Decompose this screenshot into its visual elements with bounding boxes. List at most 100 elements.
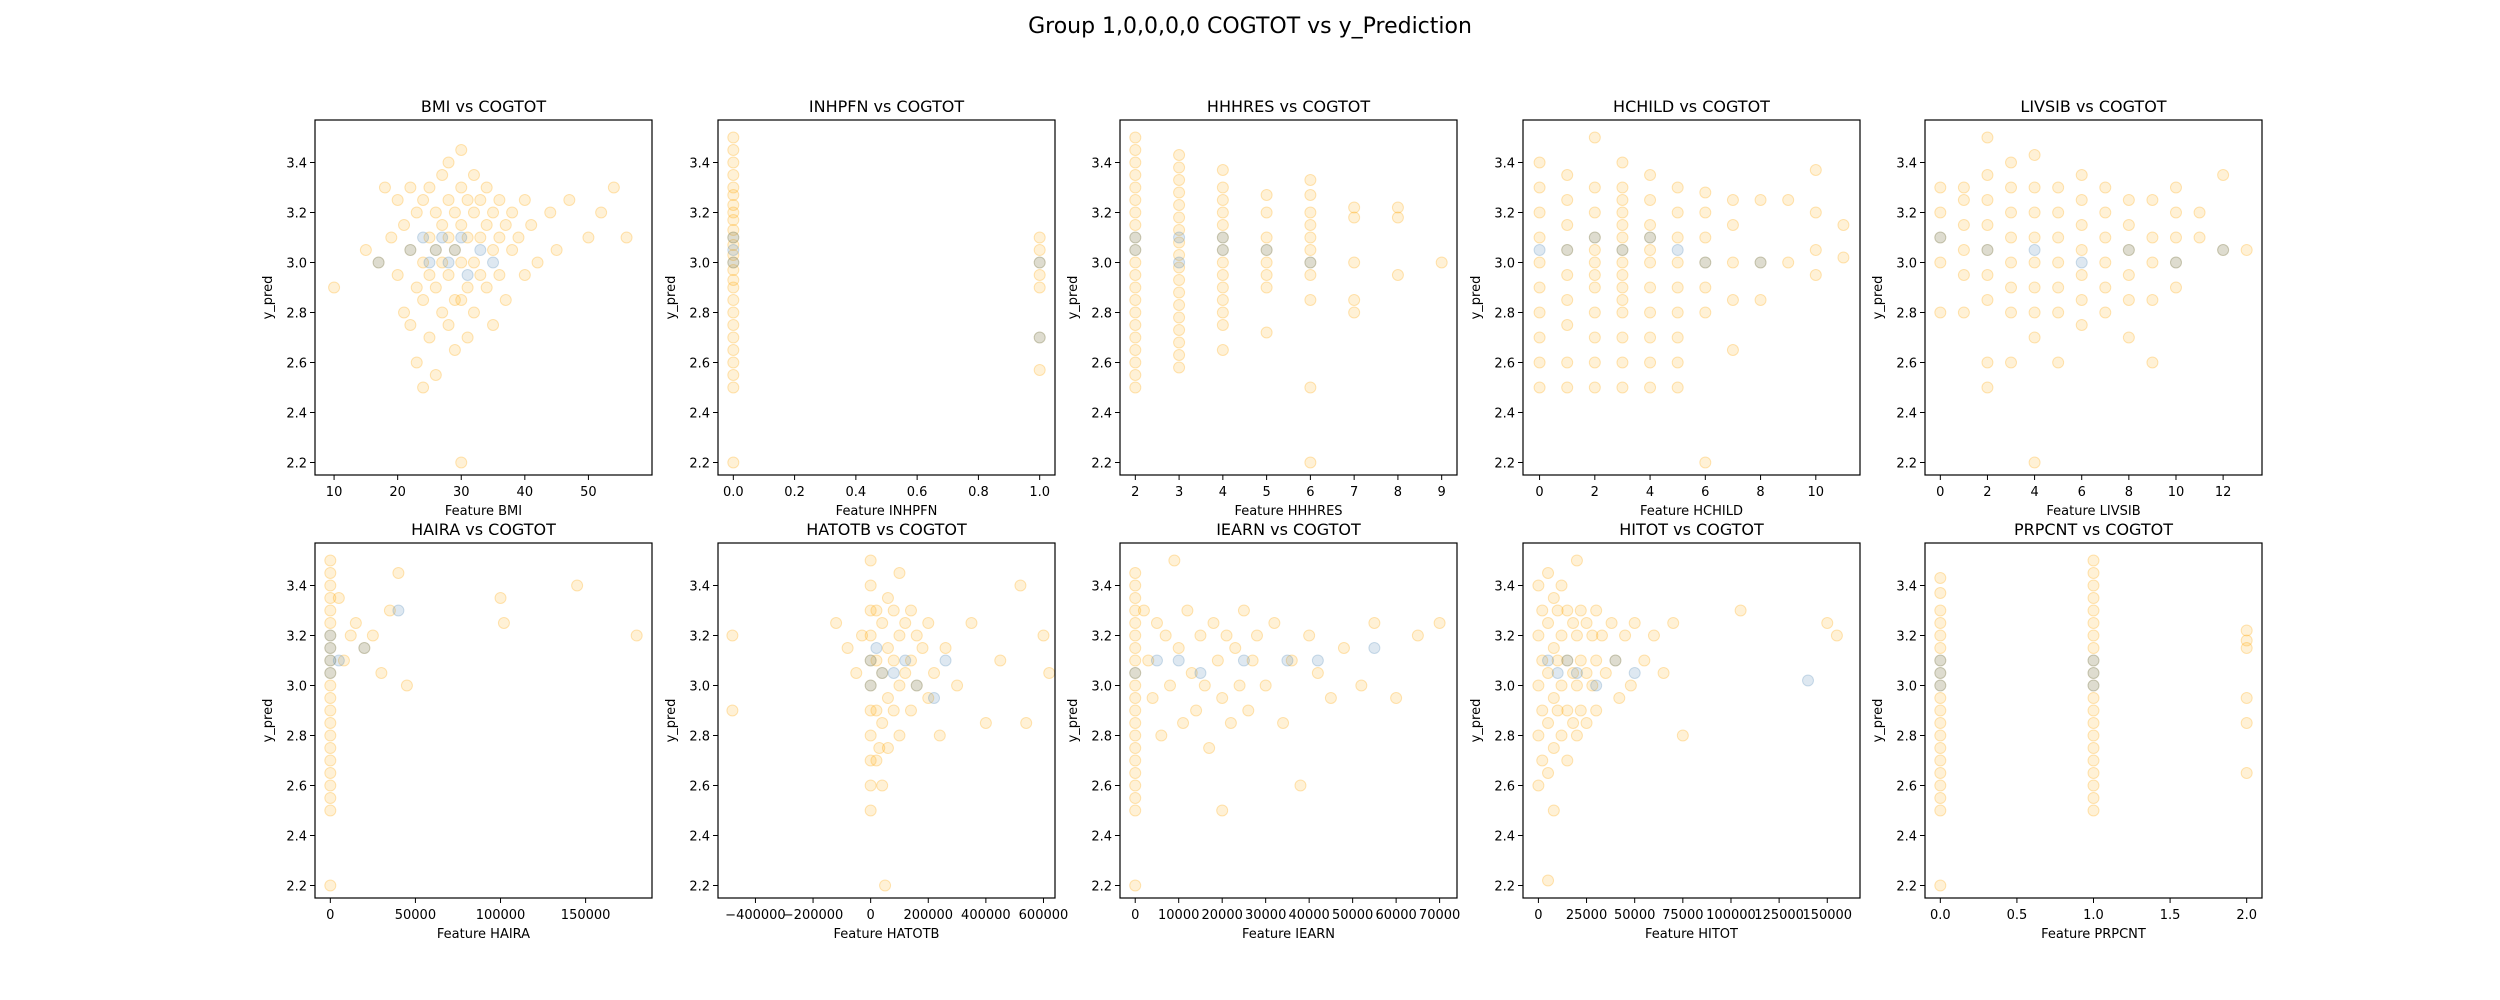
data-point [1129,617,1142,629]
data-point [607,181,620,194]
data-point [410,206,423,219]
data-point [2169,181,2182,194]
data-point [2028,331,2041,344]
data-point [2052,281,2065,294]
y-tick-label: 2.2 [286,880,307,895]
data-point-overlap [1281,654,1294,667]
y-axis-label: y_pred [1469,276,1484,320]
data-point [1551,704,1564,717]
data-point [531,256,544,269]
x-tick-label: 70000 [1419,908,1460,923]
data-point [1224,717,1237,729]
x-tick-label: −200000 [783,908,844,923]
plot-frame [1522,119,1861,476]
data-point [550,244,563,256]
data-point-overlap [1551,667,1564,679]
data-point [1129,219,1142,231]
data-point [1129,169,1142,181]
data-point [480,181,493,194]
data-point [2075,219,2088,231]
data-point [2028,281,2041,294]
data-point [727,206,740,219]
data-point [2146,294,2159,306]
data-point [910,629,923,642]
data-point [1260,269,1273,281]
data-point-overlap [1172,654,1185,667]
y-tick-label: 2.4 [286,407,307,422]
data-point [417,194,430,206]
data-point [1644,194,1657,206]
data-point [1173,274,1186,286]
data-point [2169,256,2182,269]
data-point [1551,604,1564,617]
data-point [904,654,917,667]
plot-frame [314,119,653,476]
data-point [2075,169,2088,181]
data-point [1609,654,1622,667]
y-tick-label: 3.0 [1091,680,1112,695]
data-point [1981,244,1994,256]
data-point [1671,206,1684,219]
data-point [1574,654,1587,667]
data-point-overlap [1802,674,1815,687]
data-point [2087,654,2100,667]
data-point [994,654,1007,667]
x-tick-label: 150000 [561,908,611,923]
data-point [442,156,455,169]
data-point [2087,704,2100,717]
y-tick-label: 2.2 [286,457,307,472]
data-point [1146,692,1159,704]
data-point [2087,617,2100,629]
data-point [893,567,906,579]
data-point-overlap [2217,244,2230,256]
x-tick-label: 1.0 [1029,485,1050,500]
data-point [1616,306,1629,319]
data-point [1037,629,1050,642]
data-point [1129,642,1142,654]
y-tick-label: 3.2 [1896,207,1917,222]
points-group [726,554,1056,892]
y-axis-label: y_pred [664,276,679,320]
data-point-overlap [939,654,952,667]
data-point [1699,186,1712,199]
data-point [1957,269,1970,281]
data-point [1934,306,1947,319]
data-point-overlap [358,642,371,654]
data-point [2146,356,2159,369]
data-point [1616,356,1629,369]
y-tick-label: 2.2 [689,457,710,472]
data-point [1304,174,1317,186]
data-point [1129,256,1142,269]
data-point [2122,194,2135,206]
data-point [1570,554,1583,567]
data-point [2099,281,2112,294]
data-point [2240,642,2253,654]
data-point-overlap [1304,256,1317,269]
data-point [2052,231,2065,244]
subplot-5: 0 2 4 6 8 10 12 2.2 2.4 2.6 2.8 3.0 3.2 3.4 LIVSIB vs … [1871,97,2263,519]
y-tick-label: 2.6 [1896,780,1917,795]
x-tick-label: 400000 [961,908,1011,923]
data-point-overlap [876,667,889,679]
data-point [1561,269,1574,281]
data-point [1934,742,1947,754]
data-point-overlap [1934,667,1947,679]
data-point [1638,654,1651,667]
data-point [876,779,889,792]
data-point [1129,294,1142,306]
data-point [1129,331,1142,344]
y-axis-label: y_pred [1871,276,1886,320]
data-point [1304,189,1317,201]
data-point [2087,554,2100,567]
data-point [873,742,886,754]
data-point [2087,642,2100,654]
data-point [1782,194,1795,206]
data-point-overlap [1237,654,1250,667]
data-point [727,181,740,194]
x-tick-label: 20 [389,485,406,500]
data-point [1934,206,1947,219]
y-axis-label: y_pred [1066,699,1081,743]
data-point [1391,211,1404,224]
data-point [1173,349,1186,361]
x-tick-label: 200000 [903,908,953,923]
